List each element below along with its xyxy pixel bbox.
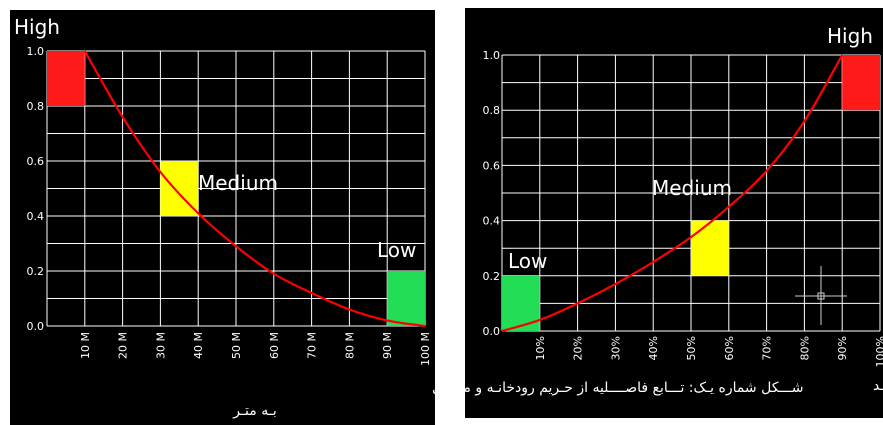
chart-2-x-tick-label: 40% (647, 336, 660, 360)
chart-2-corner-label: High (827, 24, 873, 48)
chart-1-x-tick-label: 20 M (117, 332, 130, 359)
chart-1-zone-high (47, 51, 85, 106)
chart-1-x-tick-label: 90 M (381, 332, 394, 359)
chart-1-y-tick-label: 1.0 (27, 45, 45, 58)
chart-1-corner-label: High (14, 15, 60, 39)
chart-2-zone-label-medium: Medium (652, 176, 732, 200)
chart-1-x-tick-label: 100 M (419, 332, 432, 366)
chart-2-x-tick-label: 80% (798, 336, 811, 360)
chart-1-x-tick-label: 30 M (154, 332, 167, 359)
chart-2-y-tick-label: 0.6 (483, 159, 501, 172)
chart-1-x-tick-label: 80 M (343, 332, 356, 359)
chart-2-zone-medium (691, 220, 729, 276)
chart-1-y-tick-label: 0.0 (27, 320, 45, 333)
chart-1-zone-label-low: Low (377, 238, 416, 262)
chart-2-caption: شــکل شماره دو: تـــابع ضـــریب روانــاب… (873, 378, 883, 394)
chart-1-x-tick-label: 70 M (306, 332, 319, 359)
chart-1-zones (47, 51, 425, 326)
chart-2-x-tick-label: 60% (723, 336, 736, 360)
chart-2-x-tick-label: 20% (572, 336, 585, 360)
chart-2-zone-high (842, 55, 880, 111)
chart-1-series (83, 50, 426, 328)
chart-2-zones (502, 55, 880, 331)
chart-2-ticks: 0.0 0.2 0.4 0.6 0.8 1.0 10% 20% 30% 40% 50% 60% 70% 8… (483, 49, 883, 367)
chart-1-x-tick-label: 40 M (192, 332, 205, 359)
chart-2-y-tick-label: 0.0 (483, 325, 501, 338)
chart-1-zone-low (387, 271, 425, 326)
chart-2-x-tick-label: 100% (874, 336, 883, 367)
chart-1-x-tick-label: 50 M (230, 332, 243, 359)
chart-2-x-tick-label: 70% (761, 336, 774, 360)
chart-2-y-tick-label: 1.0 (483, 49, 501, 62)
chart-2-x-tick-label: 50% (685, 336, 698, 360)
chart-1-x-tick-label: 10 M (79, 332, 92, 359)
chart-2-series-line (501, 54, 844, 333)
chart-2-background (465, 8, 883, 418)
chart-2-x-tick-label: 10% (534, 336, 547, 360)
chart-1-ticks: 0.0 0.2 0.4 0.6 0.8 1.0 10 M 20 M 30 M 40 M 50 M 60… (27, 45, 433, 366)
chart-1-y-tick-label: 0.2 (27, 265, 45, 278)
chart-1-y-tick-label: 0.6 (27, 155, 45, 168)
crosshair-cursor-icon (795, 266, 847, 325)
chart-2-x-tick-label: 90% (836, 336, 849, 360)
chart-1-grid (46, 50, 426, 327)
chart-1-zone-label-medium: Medium (198, 171, 278, 195)
chart-2-y-tick-label: 0.4 (483, 215, 501, 228)
chart-2-x-tick-label: 30% (609, 336, 622, 360)
chart-1-y-tick-label: 0.8 (27, 100, 45, 113)
chart-2-series (501, 54, 844, 333)
chart-2-y-tick-label: 0.8 (483, 104, 501, 117)
chart-1-series-line (83, 50, 426, 328)
chart-2-zone-label-low: Low (508, 249, 547, 273)
chart-2-y-tick-label: 0.2 (483, 270, 501, 283)
chart-1-y-tick-label: 0.4 (27, 210, 45, 223)
chart-1-caption-line2: بـه متـر (232, 403, 277, 419)
chart-1-caption: شـــکل شماره یـک: تـــابع فاصــــلیه از … (432, 380, 804, 396)
chart-1-x-tick-label: 60 M (268, 332, 281, 359)
